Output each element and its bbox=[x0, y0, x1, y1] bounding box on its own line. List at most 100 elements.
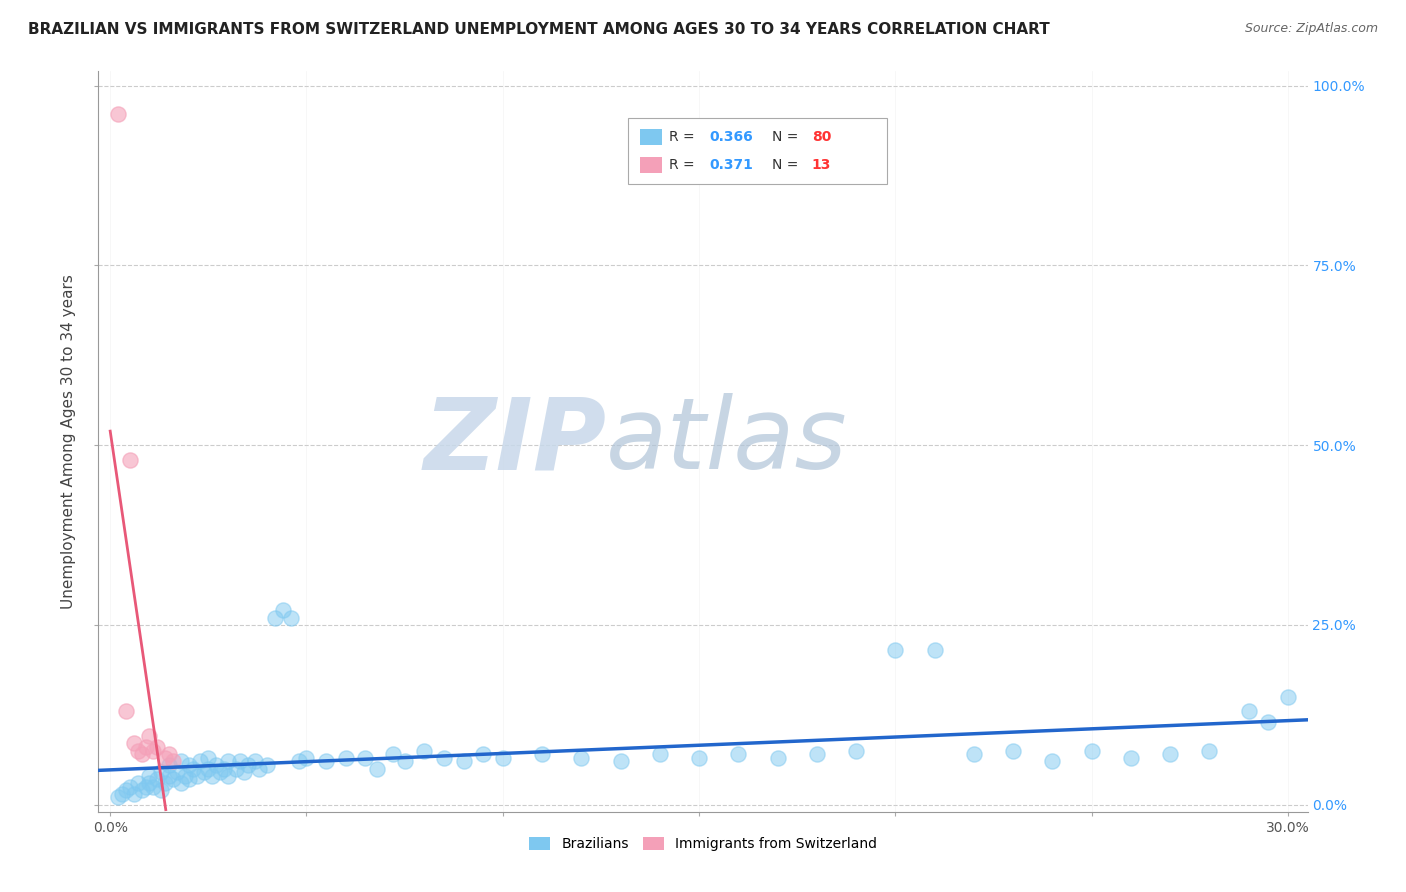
Point bbox=[232, 765, 254, 780]
Point bbox=[177, 758, 200, 772]
Point bbox=[413, 744, 436, 758]
Text: 0.371: 0.371 bbox=[709, 158, 754, 172]
Point bbox=[1159, 747, 1181, 762]
Text: BRAZILIAN VS IMMIGRANTS FROM SWITZERLAND UNEMPLOYMENT AMONG AGES 30 TO 34 YEARS : BRAZILIAN VS IMMIGRANTS FROM SWITZERLAND… bbox=[28, 22, 1050, 37]
FancyBboxPatch shape bbox=[628, 118, 887, 184]
Point bbox=[205, 758, 228, 772]
Point bbox=[162, 755, 184, 769]
Bar bbox=[640, 129, 662, 145]
Point bbox=[394, 755, 416, 769]
Point bbox=[177, 772, 200, 787]
Point bbox=[146, 739, 169, 754]
Text: Source: ZipAtlas.com: Source: ZipAtlas.com bbox=[1244, 22, 1378, 36]
Point bbox=[264, 610, 287, 624]
Bar bbox=[640, 157, 662, 173]
Point bbox=[1002, 744, 1025, 758]
Point bbox=[236, 758, 259, 772]
Point bbox=[229, 755, 252, 769]
Text: R =: R = bbox=[669, 158, 699, 172]
Text: N =: N = bbox=[772, 130, 803, 145]
Point bbox=[131, 747, 153, 762]
Point bbox=[245, 755, 267, 769]
Point bbox=[181, 762, 204, 776]
Point bbox=[766, 751, 789, 765]
Point bbox=[111, 787, 134, 801]
Point bbox=[727, 747, 749, 762]
Point bbox=[197, 751, 219, 765]
Point bbox=[118, 780, 141, 794]
Point bbox=[366, 762, 388, 776]
Point bbox=[142, 744, 165, 758]
Point bbox=[433, 751, 456, 765]
Point bbox=[150, 783, 173, 797]
Point bbox=[107, 790, 129, 805]
Point bbox=[162, 772, 184, 787]
Point bbox=[648, 747, 671, 762]
Point bbox=[127, 744, 149, 758]
Point bbox=[153, 751, 176, 765]
Point bbox=[287, 755, 309, 769]
Point bbox=[138, 769, 160, 783]
Point bbox=[115, 783, 138, 797]
Text: 0.366: 0.366 bbox=[709, 130, 752, 145]
Point bbox=[146, 772, 169, 787]
Text: 80: 80 bbox=[811, 130, 831, 145]
Point bbox=[166, 765, 188, 780]
Legend: Brazilians, Immigrants from Switzerland: Brazilians, Immigrants from Switzerland bbox=[524, 831, 882, 856]
Point bbox=[135, 780, 157, 794]
Point bbox=[217, 769, 239, 783]
Point bbox=[212, 762, 235, 776]
Text: N =: N = bbox=[772, 158, 803, 172]
Point bbox=[531, 747, 554, 762]
Point bbox=[354, 751, 377, 765]
Point bbox=[118, 452, 141, 467]
Point bbox=[193, 765, 215, 780]
Point bbox=[197, 762, 219, 776]
Point bbox=[924, 643, 946, 657]
Point bbox=[138, 776, 160, 790]
Text: atlas: atlas bbox=[606, 393, 848, 490]
Point bbox=[170, 776, 193, 790]
Point bbox=[142, 780, 165, 794]
Point bbox=[688, 751, 710, 765]
Point bbox=[115, 704, 138, 718]
Point bbox=[1119, 751, 1142, 765]
Point bbox=[138, 729, 160, 743]
Point bbox=[280, 610, 302, 624]
Point bbox=[256, 758, 278, 772]
Point bbox=[1198, 744, 1220, 758]
Point bbox=[173, 769, 195, 783]
Point bbox=[247, 762, 270, 776]
Point bbox=[131, 783, 153, 797]
Point bbox=[295, 751, 318, 765]
Point bbox=[170, 755, 193, 769]
Point bbox=[315, 755, 337, 769]
Point bbox=[135, 739, 157, 754]
Point bbox=[884, 643, 907, 657]
Y-axis label: Unemployment Among Ages 30 to 34 years: Unemployment Among Ages 30 to 34 years bbox=[60, 274, 76, 609]
Point bbox=[209, 765, 232, 780]
Point bbox=[963, 747, 986, 762]
Point bbox=[107, 107, 129, 121]
Point bbox=[609, 755, 631, 769]
Point bbox=[122, 736, 145, 750]
Point bbox=[453, 755, 475, 769]
Text: R =: R = bbox=[669, 130, 699, 145]
Point bbox=[157, 758, 180, 772]
Point bbox=[335, 751, 357, 765]
Text: ZIP: ZIP bbox=[423, 393, 606, 490]
Point bbox=[569, 751, 592, 765]
Point bbox=[201, 769, 224, 783]
Point bbox=[1257, 714, 1279, 729]
Point bbox=[225, 762, 247, 776]
Point bbox=[190, 755, 212, 769]
Point bbox=[157, 769, 180, 783]
Point bbox=[806, 747, 828, 762]
Point bbox=[1042, 755, 1064, 769]
Point bbox=[381, 747, 404, 762]
Point bbox=[157, 747, 180, 762]
Point bbox=[1237, 704, 1260, 718]
Point bbox=[127, 776, 149, 790]
Point bbox=[845, 744, 868, 758]
Point bbox=[271, 603, 294, 617]
